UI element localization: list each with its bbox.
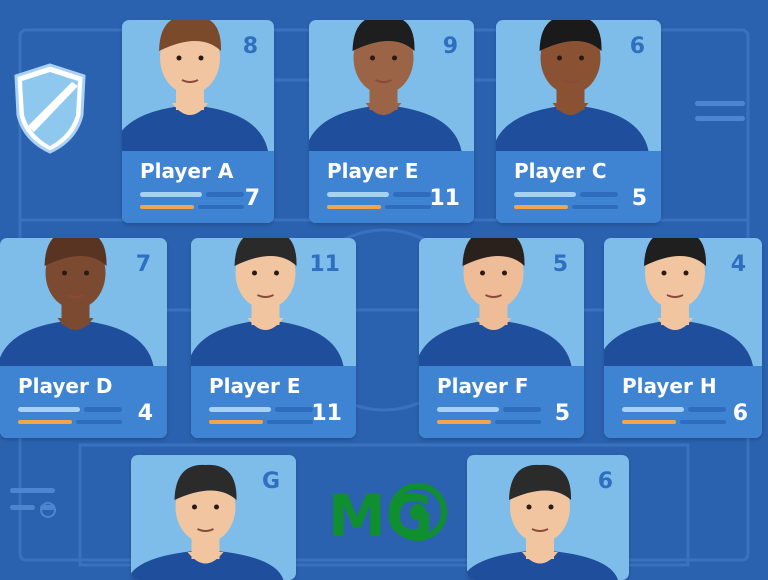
player-name: Player A — [140, 159, 234, 183]
jersey-number: 4 — [730, 252, 746, 277]
player-card[interactable]: G — [131, 455, 296, 580]
side-dot-icon — [40, 502, 56, 518]
player-portrait — [496, 20, 649, 151]
player-rating: 5 — [631, 186, 647, 211]
player-name: Player E — [209, 374, 301, 398]
jersey-number: 8 — [242, 34, 258, 59]
stamina-bar — [140, 205, 194, 209]
stat-bar — [622, 407, 684, 412]
stamina-bar-track — [495, 420, 541, 424]
player-name: Player C — [514, 159, 607, 183]
player-portrait — [0, 238, 154, 366]
stat-bar-track — [503, 407, 541, 412]
stat-bar-track — [275, 407, 313, 412]
player-card[interactable]: 6 — [467, 455, 629, 580]
stamina-bar — [622, 420, 676, 424]
player-portrait — [131, 464, 284, 580]
player-name: Player F — [437, 374, 529, 398]
stat-bar — [327, 192, 389, 197]
player-info-plate: Player E 11 — [191, 366, 356, 438]
player-card[interactable]: 4 Player H 6 — [604, 238, 762, 438]
player-rating: 11 — [429, 186, 460, 211]
player-card[interactable]: 5 Player F 5 — [419, 238, 584, 438]
jersey-number: 6 — [597, 469, 613, 494]
player-portrait — [191, 238, 344, 366]
jersey-number: 5 — [552, 252, 568, 277]
player-info-plate: Player C 5 — [496, 151, 661, 223]
player-info-plate: Player E 11 — [309, 151, 474, 223]
stat-bar — [514, 192, 576, 197]
stamina-bar-track — [680, 420, 726, 424]
player-rating: 5 — [554, 401, 570, 426]
stamina-bar — [437, 420, 491, 424]
stat-bar-track — [688, 407, 726, 412]
stat-bar — [437, 407, 499, 412]
player-rating: 6 — [732, 401, 748, 426]
player-info-plate: Player D 4 — [0, 366, 167, 438]
player-rating: 7 — [244, 186, 260, 211]
player-card[interactable]: 8 Player A 7 — [122, 20, 274, 223]
stamina-bar — [327, 205, 381, 209]
stat-bar-track — [206, 192, 244, 197]
player-name: Player H — [622, 374, 717, 398]
stat-bar — [140, 192, 202, 197]
player-info-plate: Player A 7 — [122, 151, 274, 223]
brand-logo: MG — [328, 482, 447, 544]
player-rating: 11 — [311, 401, 342, 426]
player-portrait — [604, 238, 753, 366]
player-portrait — [122, 20, 268, 151]
jersey-number: 11 — [309, 252, 340, 277]
stamina-bar-track — [572, 205, 618, 209]
player-card[interactable]: 11 Player E 11 — [191, 238, 356, 438]
player-card[interactable]: 9 Player E 11 — [309, 20, 474, 223]
stamina-bar — [18, 420, 72, 424]
player-card[interactable]: 7 Player D 4 — [0, 238, 167, 438]
stat-bar — [209, 407, 271, 412]
player-portrait — [467, 464, 618, 580]
stat-bar — [18, 407, 80, 412]
stamina-bar-track — [267, 420, 313, 424]
jersey-number: 7 — [135, 252, 151, 277]
player-name: Player D — [18, 374, 113, 398]
player-info-plate: Player H 6 — [604, 366, 762, 438]
player-portrait — [419, 238, 572, 366]
player-card[interactable]: 6 Player C 5 — [496, 20, 661, 223]
jersey-number: 6 — [629, 34, 645, 59]
stamina-bar-track — [198, 205, 244, 209]
player-info-plate: Player F 5 — [419, 366, 584, 438]
jersey-number: 9 — [442, 34, 458, 59]
player-name: Player E — [327, 159, 419, 183]
stat-bar-track — [580, 192, 618, 197]
stat-bar-track — [393, 192, 431, 197]
player-portrait — [309, 20, 462, 151]
stamina-bar-track — [76, 420, 122, 424]
stamina-bar — [209, 420, 263, 424]
club-shield-icon — [14, 63, 86, 154]
jersey-number: G — [261, 469, 280, 494]
stamina-bar-track — [385, 205, 431, 209]
player-rating: 4 — [137, 401, 153, 426]
stamina-bar — [514, 205, 568, 209]
stat-bar-track — [84, 407, 122, 412]
